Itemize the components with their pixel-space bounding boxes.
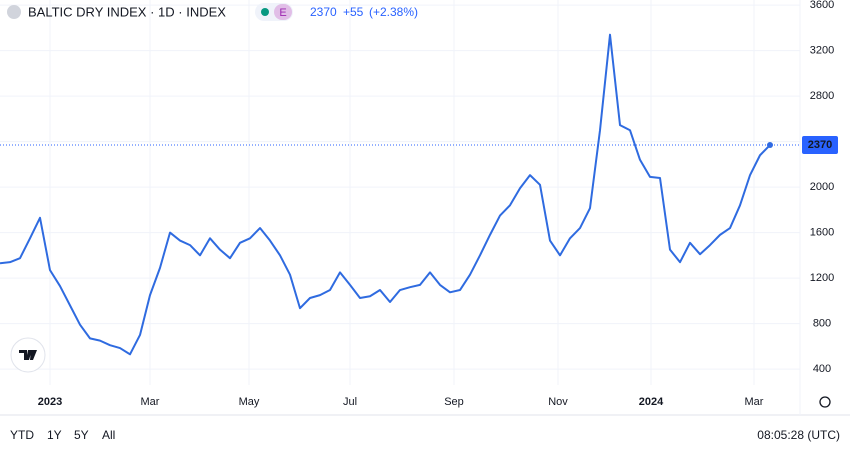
x-tick-label: Mar	[141, 396, 160, 408]
exchange-badge: E	[279, 7, 286, 19]
y-tick-label: 3200	[810, 45, 834, 57]
footer: YTD 1Y 5Y All	[10, 428, 115, 442]
logo-mark	[19, 350, 37, 360]
y-tick-label: 800	[813, 317, 831, 329]
x-tick-label: 2023	[38, 396, 62, 408]
x-tick-label: Mar	[745, 396, 764, 408]
x-tick-label: Sep	[444, 396, 464, 408]
market-status-dot	[261, 8, 269, 16]
last-price-label-bg	[802, 136, 838, 155]
chart-title: BALTIC DRY INDEX · 1D · INDEX	[28, 4, 226, 19]
y-tick-label: 400	[813, 363, 831, 375]
price-change: +55	[343, 5, 364, 19]
clock: 08:05:28 (UTC)	[757, 428, 840, 442]
plot	[0, 33, 800, 356]
last-price-label: 2370	[808, 139, 832, 151]
price-line	[0, 33, 771, 356]
range-button[interactable]: YTD	[10, 428, 34, 442]
x-tick-label: Nov	[548, 396, 568, 408]
x-tick-label: 2024	[639, 396, 664, 408]
y-tick-label: 1600	[810, 226, 834, 238]
settings-icon[interactable]	[819, 396, 831, 408]
last-price: 2370	[310, 5, 337, 19]
y-tick-label: 2800	[810, 90, 834, 102]
y-tick-label: 2000	[810, 181, 834, 193]
grid	[0, 0, 800, 385]
y-tick-label: 1200	[810, 272, 834, 284]
symbol-icon	[7, 5, 21, 19]
range-button[interactable]: All	[102, 428, 115, 442]
x-tick-label: Jul	[343, 396, 357, 408]
y-tick-label: 3600	[810, 0, 834, 11]
x-tick-label: May	[239, 396, 260, 408]
price-change-pct: (+2.38%)	[369, 5, 418, 19]
range-button[interactable]: 1Y	[47, 428, 62, 442]
exchange-badge-bg	[274, 4, 292, 20]
range-button[interactable]: 5Y	[74, 428, 89, 442]
last-point	[767, 142, 773, 149]
